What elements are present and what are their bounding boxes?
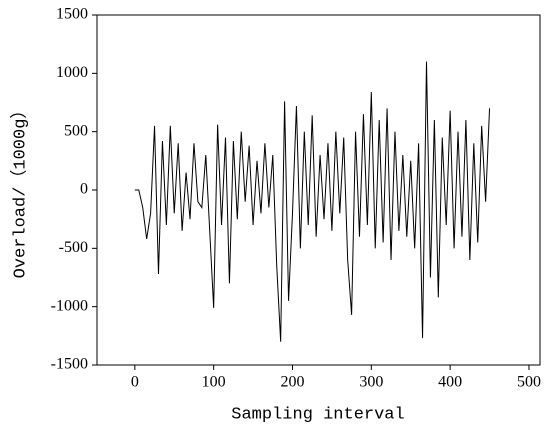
y-tick-label: 1500 [56, 6, 88, 23]
y-axis-label: Overload/（1000g） [9, 102, 30, 279]
x-tick-label: 0 [131, 374, 139, 391]
y-tick-label: 1000 [56, 64, 88, 81]
x-axis-label: Sampling interval [231, 405, 404, 424]
x-tick-label: 300 [359, 374, 383, 391]
data-line [134, 61, 491, 342]
y-tick-label: -1500 [51, 356, 88, 373]
y-tick-label: -1000 [51, 297, 88, 314]
y-tick-label: 500 [64, 122, 88, 139]
y-tick-label: -500 [59, 239, 88, 256]
x-tick-label: 400 [438, 374, 462, 391]
x-tick-label: 200 [280, 374, 304, 391]
y-tick-label: 0 [80, 181, 88, 198]
x-tick-label: 100 [202, 374, 226, 391]
x-tick-label: 500 [517, 374, 541, 391]
